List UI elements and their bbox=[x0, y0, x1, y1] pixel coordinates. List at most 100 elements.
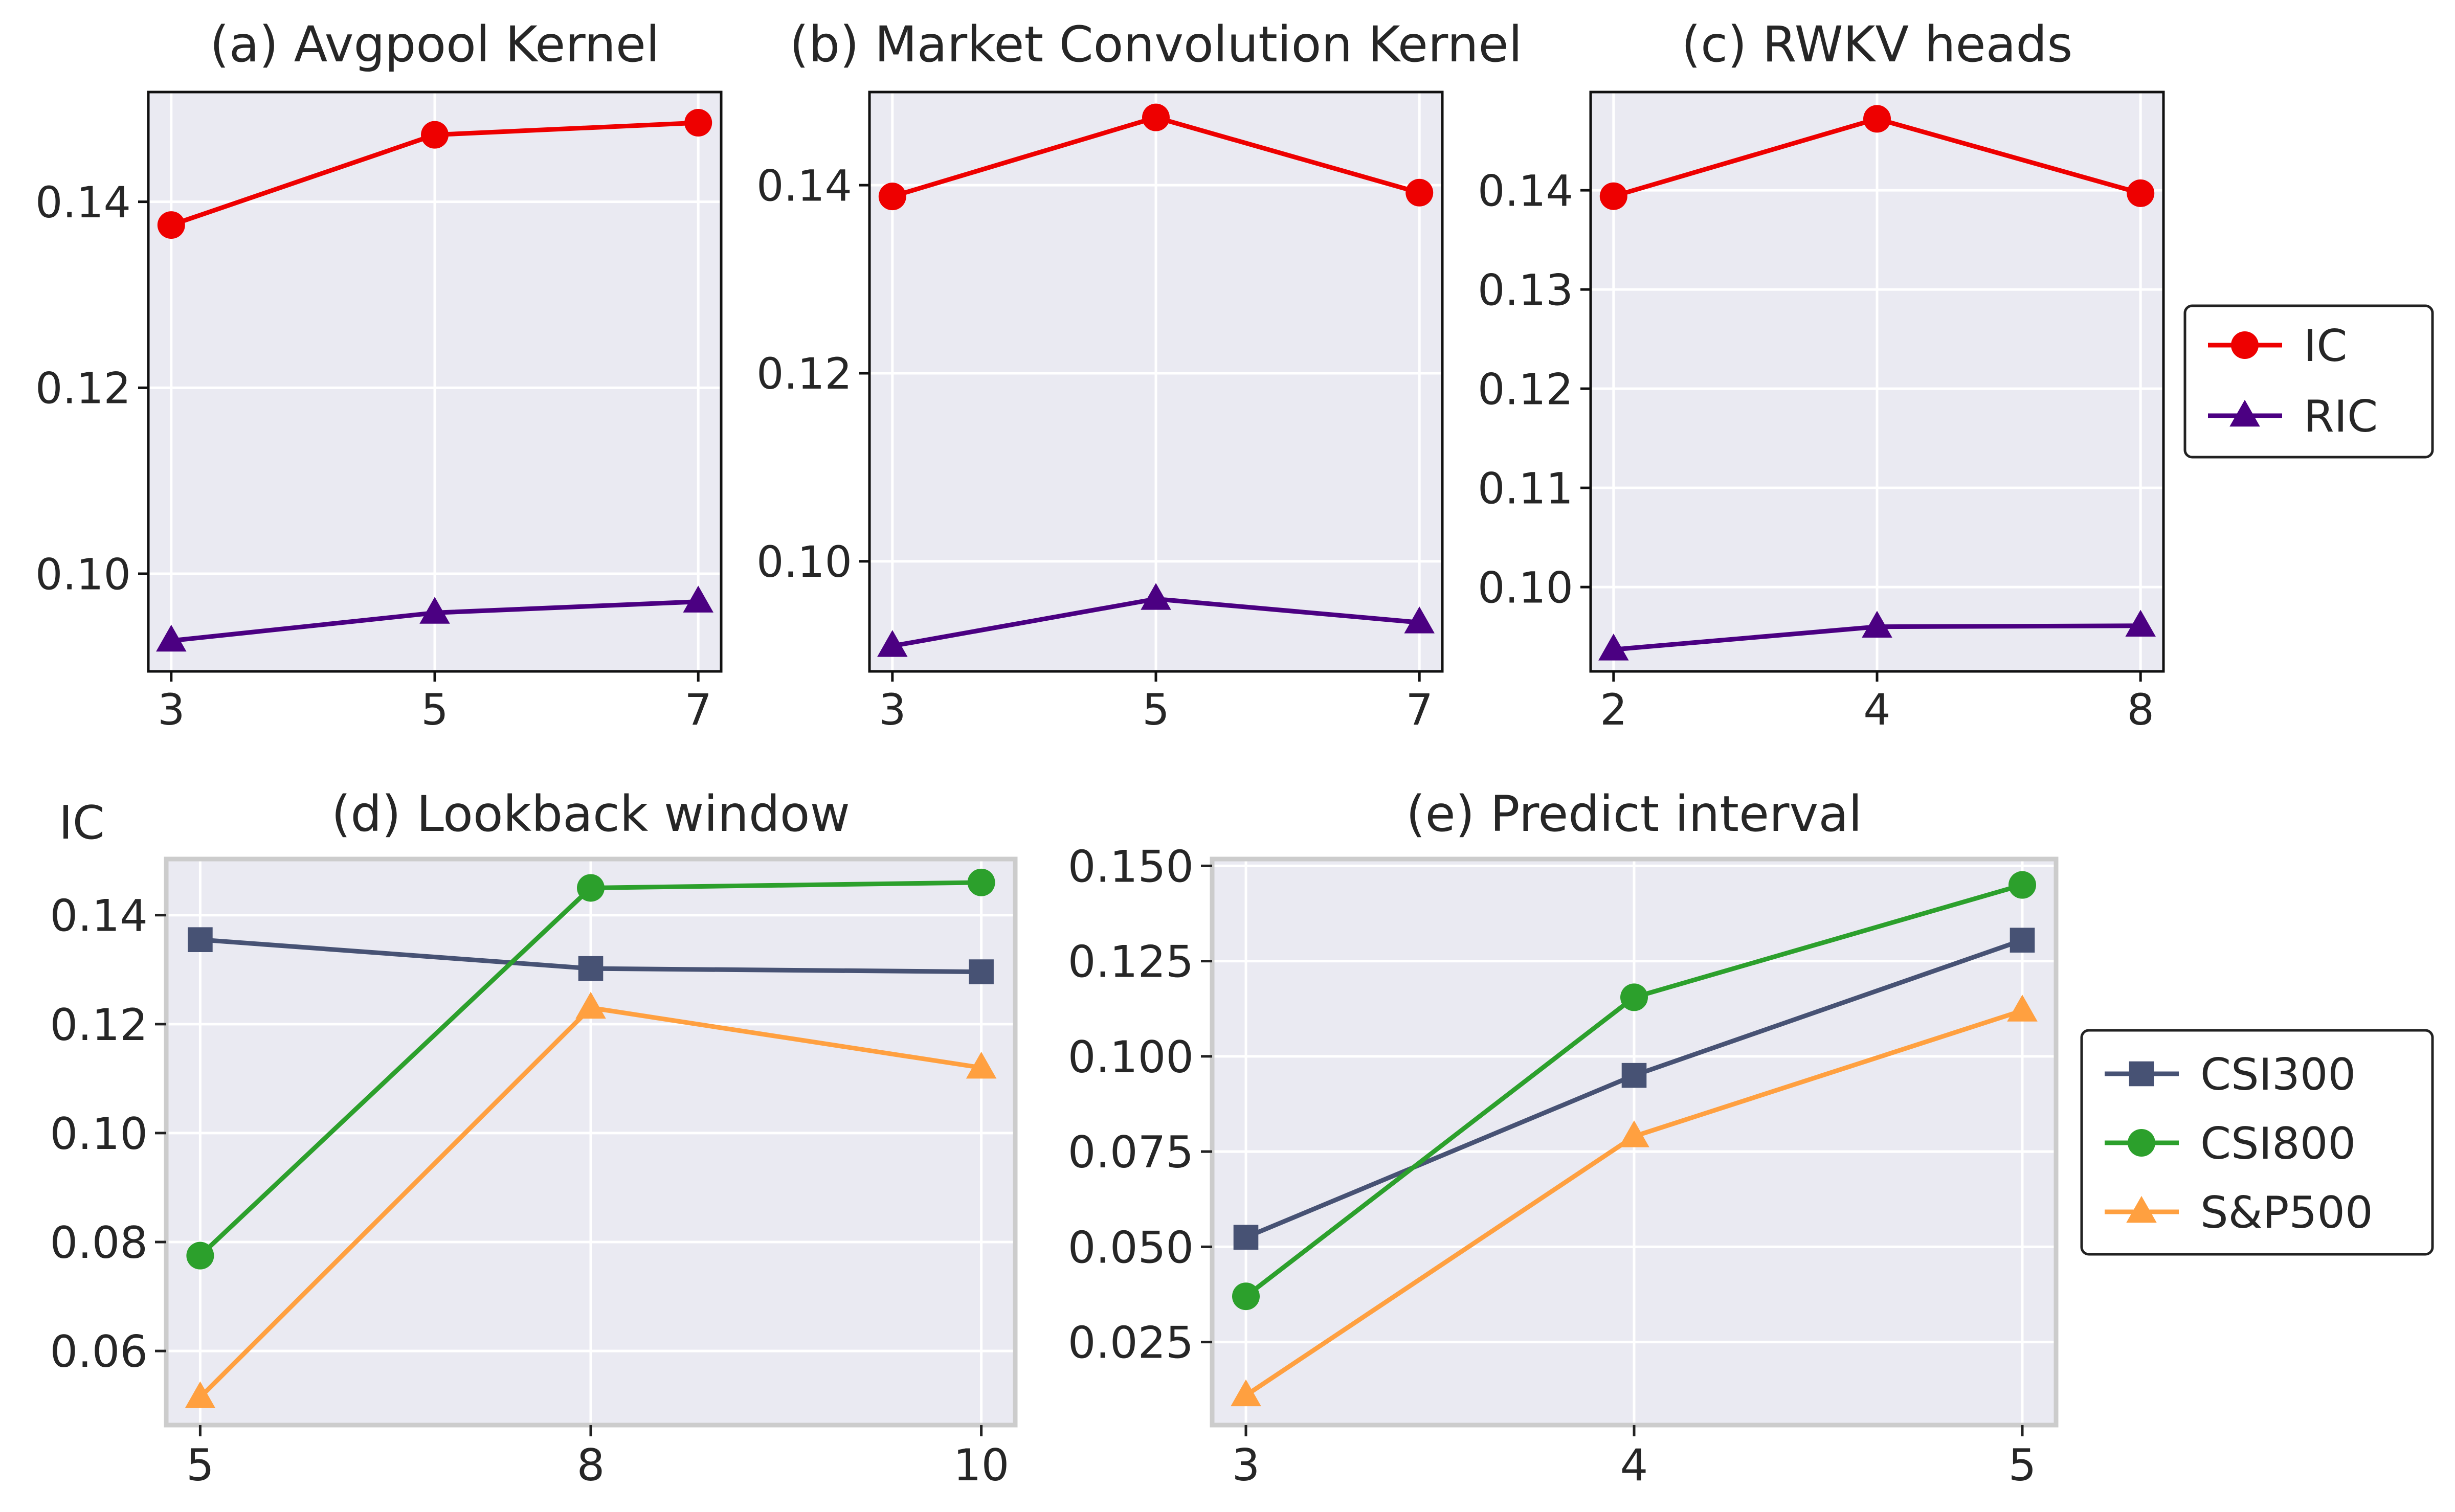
x-tick-label: 5 bbox=[1142, 685, 1169, 735]
data-point bbox=[684, 109, 712, 137]
series-sp500 bbox=[1231, 995, 2038, 1407]
data-point bbox=[156, 624, 187, 652]
x-tick-label: 4 bbox=[1620, 1440, 1648, 1491]
data-point bbox=[1405, 178, 1434, 207]
legend-label: RIC bbox=[2304, 391, 2378, 442]
y-tick-label: 0.10 bbox=[50, 1109, 148, 1160]
legend-marker bbox=[2229, 399, 2260, 427]
chart-title: (a) Avgpool Kernel bbox=[210, 16, 659, 73]
x-tick-label: 5 bbox=[2008, 1440, 2037, 1491]
y-tick-label: 0.025 bbox=[1068, 1318, 1194, 1369]
chart-a: 0.10 0.12 0.14 3 5 7 (a) Avgpool Kernel bbox=[35, 16, 723, 735]
y-tick-label: 0.10 bbox=[756, 537, 852, 587]
data-point bbox=[188, 927, 213, 952]
data-point bbox=[1598, 634, 1629, 661]
legend-marker bbox=[2129, 1061, 2154, 1087]
series-sp500 bbox=[185, 991, 997, 1408]
data-point bbox=[683, 585, 713, 613]
x-tick-label: 5 bbox=[421, 685, 448, 735]
series-ric bbox=[156, 585, 713, 652]
y-tick-label: 0.08 bbox=[50, 1217, 148, 1269]
y-tick-label: 0.14 bbox=[756, 161, 852, 211]
y-tick-label: 0.10 bbox=[35, 549, 131, 599]
legend-bottom: CSI300 CSI800 S&P500 bbox=[2080, 1029, 2434, 1256]
legend-marker bbox=[2231, 331, 2259, 359]
series-ic bbox=[157, 109, 712, 239]
series-csi800 bbox=[1232, 871, 2036, 1311]
data-point bbox=[1863, 105, 1891, 133]
data-point bbox=[877, 630, 908, 657]
series-ic bbox=[878, 103, 1434, 211]
data-point bbox=[967, 868, 995, 896]
x-tick-label: 8 bbox=[577, 1440, 605, 1491]
data-point bbox=[1619, 1120, 1649, 1147]
y-tick-label: 0.150 bbox=[1068, 841, 1194, 892]
data-point bbox=[419, 597, 450, 624]
chart-b: 0.10 0.12 0.14 3 5 7 (b) Market Convolution Ke… bbox=[756, 16, 1522, 735]
data-point bbox=[1141, 583, 1171, 610]
data-point bbox=[1233, 1225, 1259, 1250]
y-tick-label: 0.12 bbox=[756, 349, 852, 399]
x-tick-label: 2 bbox=[1600, 685, 1627, 735]
x-tick-label: 8 bbox=[2127, 685, 2154, 735]
data-point bbox=[1862, 611, 1892, 638]
x-tick-label: 5 bbox=[186, 1440, 214, 1491]
chart-c: 0.10 0.11 0.12 0.13 0.14 2 4 8 (c) RWKV heads bbox=[1478, 16, 2165, 735]
legend-item: RIC bbox=[2208, 391, 2378, 442]
data-point bbox=[1142, 103, 1170, 131]
x-tick-label: 3 bbox=[158, 685, 185, 735]
series-ric bbox=[877, 583, 1435, 657]
series-ric bbox=[1598, 610, 2156, 661]
y-tick-label: 0.125 bbox=[1068, 937, 1194, 988]
data-point bbox=[2125, 610, 2156, 637]
legend-marker bbox=[2126, 1195, 2157, 1223]
legend-label: CSI800 bbox=[2200, 1118, 2356, 1169]
x-tick-label: 7 bbox=[684, 685, 711, 735]
y-axis-label: IC bbox=[59, 796, 104, 850]
legend-item: CSI300 bbox=[2105, 1049, 2356, 1100]
y-tick-label: 0.050 bbox=[1068, 1222, 1194, 1273]
data-point bbox=[1599, 182, 1627, 210]
data-point bbox=[577, 874, 605, 902]
data-point bbox=[421, 121, 449, 149]
x-tick-label: 3 bbox=[879, 685, 906, 735]
data-point bbox=[185, 1381, 216, 1408]
x-tick-label: 4 bbox=[1863, 685, 1890, 735]
legend-frame bbox=[2080, 1029, 2434, 1256]
data-point bbox=[2127, 179, 2155, 207]
data-point bbox=[575, 991, 606, 1019]
data-point bbox=[1620, 983, 1648, 1011]
y-tick-label: 0.075 bbox=[1068, 1127, 1194, 1178]
data-point bbox=[966, 1051, 997, 1079]
x-tick-label: 7 bbox=[1405, 685, 1433, 735]
y-tick-label: 0.14 bbox=[1478, 166, 1573, 216]
series-csi800 bbox=[186, 868, 995, 1270]
legend-label: S&P500 bbox=[2200, 1187, 2373, 1238]
y-tick-label: 0.12 bbox=[50, 1000, 148, 1051]
y-tick-label: 0.100 bbox=[1068, 1032, 1194, 1083]
data-point bbox=[2007, 995, 2038, 1022]
legend-item: CSI800 bbox=[2105, 1118, 2356, 1169]
data-point bbox=[1232, 1282, 1260, 1311]
data-point bbox=[157, 211, 185, 239]
data-point bbox=[1404, 606, 1435, 634]
chart-title: (c) RWKV heads bbox=[1682, 16, 2073, 73]
legend-marker bbox=[2128, 1129, 2155, 1157]
y-tick-label: 0.11 bbox=[1478, 463, 1573, 513]
legend-label: CSI300 bbox=[2200, 1049, 2356, 1100]
data-point bbox=[2008, 871, 2036, 899]
series-csi300 bbox=[1233, 928, 2035, 1250]
series-ic bbox=[1599, 105, 2155, 210]
data-point bbox=[186, 1242, 214, 1270]
x-tick-label: 3 bbox=[1232, 1440, 1260, 1491]
x-tick-label: 10 bbox=[953, 1440, 1009, 1491]
y-tick-label: 0.13 bbox=[1478, 265, 1573, 315]
data-point bbox=[878, 183, 906, 211]
series-csi300 bbox=[188, 927, 994, 984]
chart-title: (b) Market Convolution Kernel bbox=[790, 16, 1523, 73]
data-point bbox=[578, 956, 604, 981]
legend-label: IC bbox=[2304, 321, 2347, 372]
y-tick-label: 0.12 bbox=[35, 364, 131, 414]
y-tick-label: 0.06 bbox=[50, 1326, 148, 1378]
